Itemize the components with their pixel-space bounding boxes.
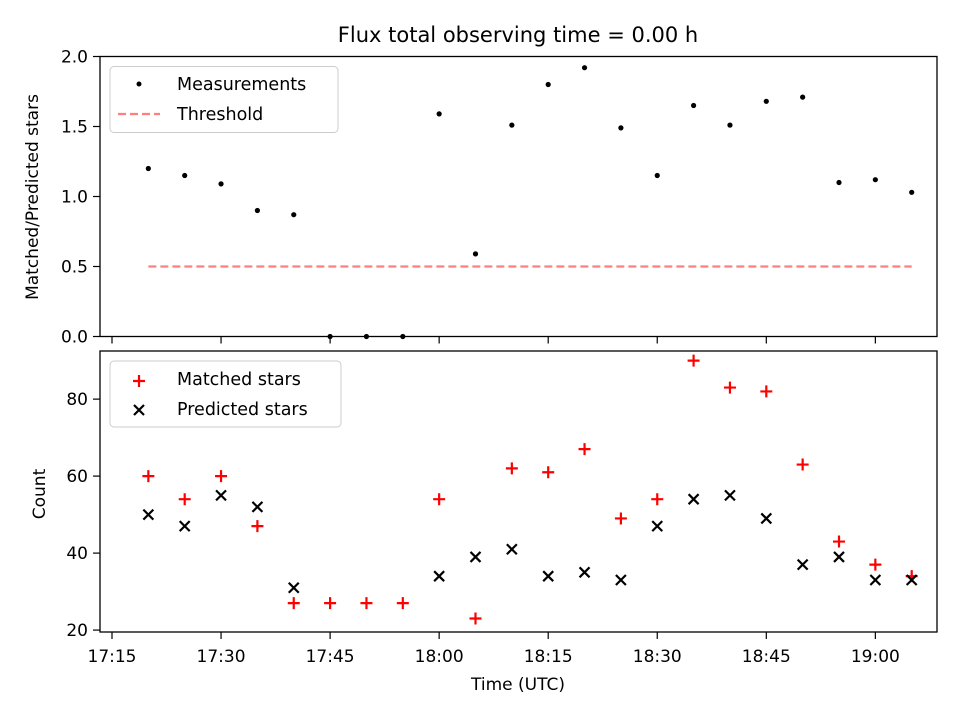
predicted-star-point (215, 489, 227, 502)
matched-star-point (396, 597, 409, 610)
measurement-point (763, 98, 769, 104)
bottom-y-tick-label: 60 (66, 467, 88, 487)
top-y-tick-label: 0.5 (61, 258, 88, 278)
bottom-panel: 20 40 60 80 17:15 17:30 17:45 18:00 18:15 18:30 18… (30, 350, 938, 695)
predicted-star-point (506, 543, 518, 556)
matched-star-point (360, 597, 373, 610)
top-y-tick-label: 1.0 (61, 188, 88, 208)
matched-star-point (433, 493, 446, 506)
predicted-star-point (651, 520, 664, 532)
matched-star-point (723, 381, 736, 394)
x-tick-label: 19:00 (851, 647, 900, 667)
measurement-point (691, 102, 697, 109)
top-panel: 0.00.51.01.52.0 Matched/Predicted stars … (23, 48, 938, 348)
predicted-star-point (469, 551, 482, 563)
measurement-point (654, 172, 660, 179)
predicted-star-point (905, 574, 918, 586)
measurement-point (509, 122, 515, 128)
matched-star-point (178, 493, 191, 506)
measurement-point (872, 177, 878, 183)
bottom-y-axis-label: Count (30, 468, 50, 519)
matched-star-point (578, 443, 591, 456)
x-tick-label: 17:30 (197, 647, 246, 667)
measurement-point (291, 212, 297, 218)
legend-label-matched-stars: Matched stars (177, 370, 301, 390)
matched-star-point (324, 597, 337, 610)
predicted-star-point (578, 566, 591, 579)
measurement-point (581, 65, 588, 71)
chart-title: Flux total observing time = 0.00 h (338, 23, 698, 47)
predicted-star-point (178, 520, 191, 532)
bottom-y-tick-label: 40 (66, 544, 88, 564)
predicted-star-point (760, 512, 773, 525)
measurement-point (182, 172, 188, 179)
bottom-legend-box (109, 360, 342, 428)
measurement-point (472, 251, 479, 257)
measurement-point (400, 333, 406, 340)
predicted-star-point (833, 551, 845, 563)
matched-star-point (251, 520, 264, 533)
top-legend-box (109, 66, 339, 133)
top-y-tick-label: 2.0 (61, 48, 88, 68)
predicted-star-point (142, 508, 155, 521)
matched-star-point (687, 354, 700, 367)
measurement-point (618, 125, 624, 131)
top-legend: Measurements Threshold (109, 66, 339, 133)
matched-star-point (614, 512, 627, 525)
legend-label-measurements: Measurements (177, 75, 306, 95)
measurement-point (836, 179, 842, 186)
measurement-point (218, 181, 224, 187)
matched-star-point (651, 493, 664, 506)
matched-star-point (287, 597, 300, 610)
measurement-point (254, 207, 260, 214)
x-tick-label: 18:30 (633, 647, 682, 667)
measurement-point (545, 81, 551, 88)
measurement-point (436, 111, 442, 117)
predicted-star-point (615, 574, 627, 586)
measurement-point (327, 333, 333, 340)
x-tick-label: 18:00 (415, 647, 464, 667)
matched-star-point (142, 470, 155, 483)
top-y-axis-label: Matched/Predicted stars (23, 94, 43, 300)
predicted-star-point (542, 570, 554, 582)
legend-marker-measurements (136, 81, 142, 87)
matched-star-point (796, 458, 809, 471)
matched-star-point (215, 470, 228, 483)
predicted-star-point (724, 489, 736, 502)
matched-star-point (542, 466, 555, 479)
matched-star-point (469, 612, 482, 625)
measurement-point (727, 122, 733, 128)
predicted-star-point (287, 581, 300, 594)
legend-marker-predicted-stars (133, 404, 145, 416)
top-y-tick-label: 0.0 (61, 328, 88, 348)
matched-star-point (833, 535, 845, 548)
bottom-legend: Matched stars Predicted stars (109, 360, 342, 428)
x-tick-label: 18:15 (524, 647, 573, 667)
bottom-y-tick-label: 20 (66, 621, 88, 641)
x-axis-label: Time (UTC) (470, 675, 565, 695)
bottom-panel-frame (99, 350, 938, 633)
bottom-y-tick-label: 80 (66, 390, 88, 410)
x-tick-label: 18:45 (742, 647, 791, 667)
measurement-point (363, 333, 370, 340)
predicted-star-point (251, 501, 264, 513)
x-tick-label: 17:15 (88, 647, 137, 667)
measurement-point (909, 189, 915, 195)
legend-marker-matched-stars (133, 375, 145, 387)
predicted-star-point (433, 570, 445, 582)
matched-star-point (760, 385, 773, 398)
top-y-tick-label: 1.5 (61, 118, 88, 138)
predicted-star-point (796, 558, 809, 571)
matched-star-point (505, 462, 518, 475)
legend-label-threshold: Threshold (176, 105, 263, 125)
legend-label-predicted-stars: Predicted stars (177, 400, 308, 420)
measurement-point (800, 94, 806, 100)
predicted-star-point (869, 574, 882, 586)
measurement-point (145, 165, 151, 172)
matched-star-point (869, 558, 882, 571)
x-tick-label: 17:45 (306, 647, 355, 667)
predicted-star-point (687, 493, 700, 505)
